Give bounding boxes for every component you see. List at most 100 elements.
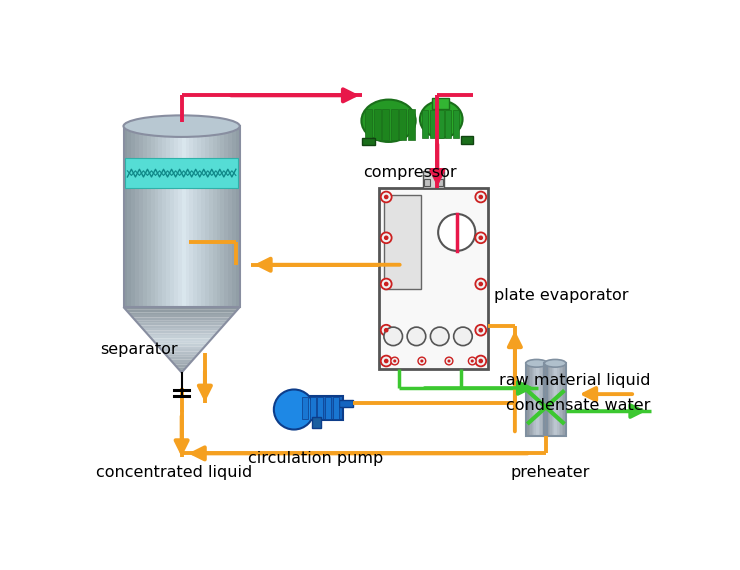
- Bar: [432, 97, 449, 109]
- Circle shape: [391, 357, 399, 365]
- Bar: [460, 136, 473, 144]
- Bar: [424, 178, 431, 186]
- Bar: [562, 363, 564, 435]
- Bar: [158, 126, 163, 307]
- Bar: [127, 126, 132, 307]
- Circle shape: [384, 195, 388, 200]
- Circle shape: [407, 327, 426, 345]
- Text: plate evaporator: plate evaporator: [494, 288, 628, 303]
- Text: raw material liquid: raw material liquid: [499, 373, 650, 388]
- Circle shape: [479, 235, 483, 240]
- Polygon shape: [128, 312, 235, 315]
- Polygon shape: [154, 341, 209, 344]
- Bar: [193, 126, 198, 307]
- Bar: [236, 126, 240, 307]
- Circle shape: [384, 359, 388, 363]
- Bar: [384, 196, 421, 290]
- Ellipse shape: [545, 360, 566, 367]
- Polygon shape: [147, 333, 217, 336]
- Text: condensate water: condensate water: [506, 398, 650, 413]
- Bar: [557, 363, 559, 435]
- Polygon shape: [158, 347, 205, 349]
- Bar: [212, 126, 217, 307]
- Bar: [221, 126, 225, 307]
- Polygon shape: [142, 328, 221, 331]
- Bar: [317, 397, 323, 419]
- Bar: [333, 397, 339, 419]
- Polygon shape: [175, 365, 189, 367]
- Circle shape: [384, 282, 388, 286]
- Bar: [445, 110, 451, 138]
- Bar: [147, 126, 151, 307]
- Bar: [209, 126, 213, 307]
- Circle shape: [445, 357, 453, 365]
- Circle shape: [475, 279, 486, 290]
- Bar: [366, 109, 372, 140]
- Text: circulation pump: circulation pump: [248, 451, 383, 466]
- Bar: [197, 126, 201, 307]
- Bar: [201, 126, 205, 307]
- Bar: [217, 126, 221, 307]
- Circle shape: [381, 192, 391, 202]
- Bar: [539, 363, 541, 435]
- Bar: [339, 400, 353, 407]
- Bar: [533, 363, 535, 435]
- Circle shape: [479, 328, 483, 332]
- Circle shape: [420, 360, 423, 363]
- Bar: [563, 363, 565, 435]
- Bar: [565, 363, 566, 435]
- Circle shape: [381, 279, 391, 290]
- Bar: [537, 363, 539, 435]
- Polygon shape: [172, 362, 191, 365]
- Bar: [228, 126, 232, 307]
- Bar: [143, 126, 147, 307]
- Text: separator: separator: [100, 342, 178, 357]
- Circle shape: [274, 389, 314, 430]
- Bar: [312, 417, 321, 428]
- Circle shape: [418, 357, 426, 365]
- Bar: [546, 363, 548, 435]
- Circle shape: [479, 195, 483, 200]
- Circle shape: [393, 360, 397, 363]
- Bar: [534, 363, 536, 435]
- Bar: [422, 110, 428, 138]
- Polygon shape: [149, 336, 214, 339]
- Bar: [131, 126, 135, 307]
- Circle shape: [475, 192, 486, 202]
- Text: concentrated liquid: concentrated liquid: [95, 465, 252, 480]
- Polygon shape: [138, 323, 226, 325]
- Bar: [139, 126, 144, 307]
- Polygon shape: [144, 331, 219, 333]
- Bar: [531, 363, 534, 435]
- Bar: [178, 126, 182, 307]
- Bar: [391, 109, 398, 140]
- Bar: [556, 363, 558, 435]
- Bar: [545, 363, 546, 435]
- Bar: [430, 110, 436, 138]
- Bar: [302, 397, 308, 419]
- Bar: [559, 363, 561, 435]
- Circle shape: [384, 327, 403, 345]
- Circle shape: [475, 233, 486, 243]
- Bar: [380, 188, 488, 369]
- Circle shape: [448, 360, 451, 363]
- Polygon shape: [163, 352, 201, 354]
- Circle shape: [471, 360, 474, 363]
- Bar: [423, 171, 444, 188]
- Bar: [547, 363, 549, 435]
- Circle shape: [384, 235, 388, 240]
- Bar: [162, 126, 166, 307]
- Bar: [170, 126, 174, 307]
- Bar: [189, 126, 194, 307]
- Bar: [166, 126, 170, 307]
- Bar: [205, 126, 209, 307]
- Polygon shape: [126, 310, 238, 312]
- Circle shape: [438, 214, 475, 251]
- Circle shape: [475, 325, 486, 336]
- Bar: [400, 109, 406, 140]
- Circle shape: [384, 328, 388, 332]
- Bar: [300, 396, 343, 420]
- Bar: [408, 109, 415, 140]
- Bar: [560, 363, 562, 435]
- Bar: [309, 397, 316, 419]
